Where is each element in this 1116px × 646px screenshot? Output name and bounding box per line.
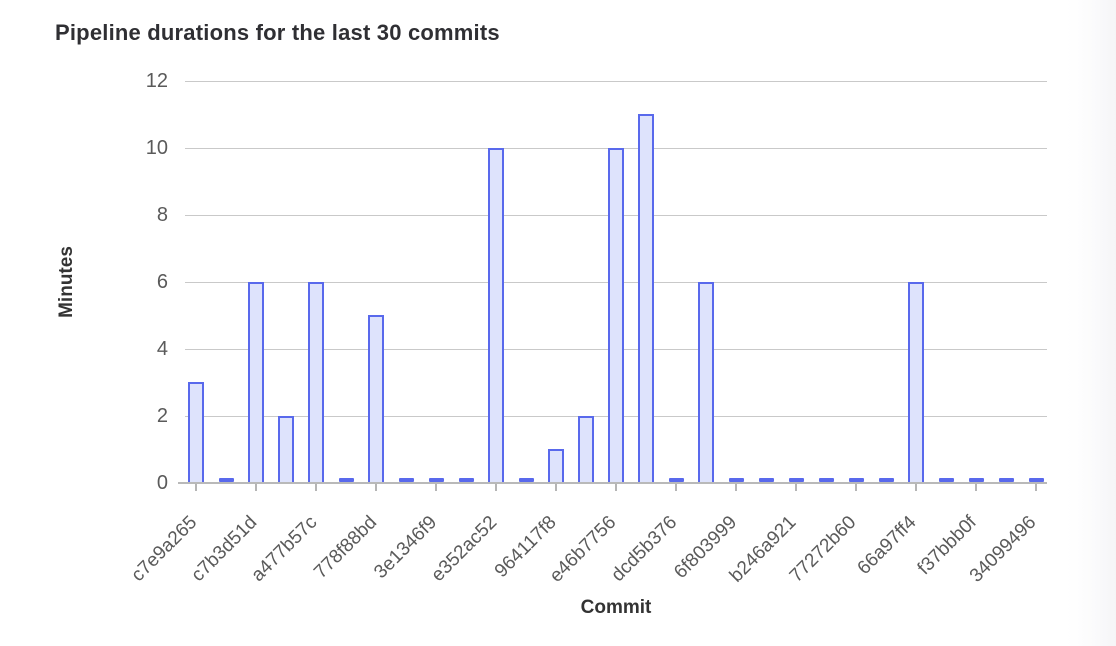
x-tick-label: 778f88bd — [309, 512, 381, 583]
zero-bar[interactable] — [518, 478, 534, 482]
y-tick-label: 0 — [156, 472, 168, 494]
page-background-strip — [1067, 0, 1116, 646]
x-tick-mark — [195, 484, 197, 491]
zero-bar[interactable] — [1028, 478, 1044, 482]
bar[interactable] — [578, 416, 594, 484]
x-tick-mark — [315, 484, 317, 491]
x-tick-mark — [975, 484, 977, 491]
zero-bar[interactable] — [728, 478, 744, 482]
x-tick-label: c7e9a265 — [126, 512, 201, 586]
y-tick-label: 10 — [145, 137, 168, 159]
x-tick-mark — [435, 484, 437, 491]
bar[interactable] — [278, 416, 294, 484]
zero-bar[interactable] — [668, 478, 684, 482]
zero-bar[interactable] — [788, 478, 804, 482]
zero-bar[interactable] — [218, 478, 234, 482]
zero-bar[interactable] — [398, 478, 414, 482]
zero-bar[interactable] — [878, 478, 894, 482]
x-tick-mark — [555, 484, 557, 491]
gridline — [185, 81, 1047, 82]
y-tick-label: 8 — [156, 204, 168, 226]
zero-bar[interactable] — [428, 478, 444, 482]
bar[interactable] — [248, 282, 264, 484]
x-tick-label: dcd5b376 — [606, 512, 681, 586]
x-tick-mark — [615, 484, 617, 491]
chart-title: Pipeline durations for the last 30 commi… — [55, 20, 500, 45]
zero-bar[interactable] — [758, 478, 774, 482]
x-tick-mark — [375, 484, 377, 491]
x-tick-mark — [855, 484, 857, 491]
bar[interactable] — [368, 315, 384, 484]
x-tick-mark — [255, 484, 257, 491]
zero-bar[interactable] — [938, 478, 954, 482]
x-tick-mark — [915, 484, 917, 491]
x-tick-mark — [795, 484, 797, 491]
x-tick-mark — [735, 484, 737, 491]
bar[interactable] — [488, 148, 504, 484]
y-tick-label: 12 — [145, 70, 168, 92]
bar[interactable] — [188, 382, 204, 484]
y-axis-title: Minutes — [56, 246, 77, 318]
bar[interactable] — [638, 114, 654, 484]
zero-bar[interactable] — [848, 478, 864, 482]
bar[interactable] — [548, 449, 564, 484]
x-axis-title: Commit — [580, 597, 652, 618]
bar[interactable] — [608, 148, 624, 484]
x-axis-line — [178, 482, 1047, 484]
zero-bar[interactable] — [458, 478, 474, 482]
zero-bar[interactable] — [968, 478, 984, 482]
x-tick-mark — [675, 484, 677, 491]
zero-bar[interactable] — [338, 478, 354, 482]
y-tick-label: 6 — [156, 271, 168, 293]
bar[interactable] — [908, 282, 924, 484]
x-tick-label: 66a97ff4 — [853, 512, 921, 579]
y-tick-label: 2 — [156, 405, 168, 427]
bar[interactable] — [698, 282, 714, 484]
zero-bar[interactable] — [998, 478, 1014, 482]
zero-bar[interactable] — [818, 478, 834, 482]
x-tick-mark — [495, 484, 497, 491]
y-tick-label: 4 — [156, 338, 168, 360]
bar[interactable] — [308, 282, 324, 484]
x-tick-mark — [1035, 484, 1037, 491]
